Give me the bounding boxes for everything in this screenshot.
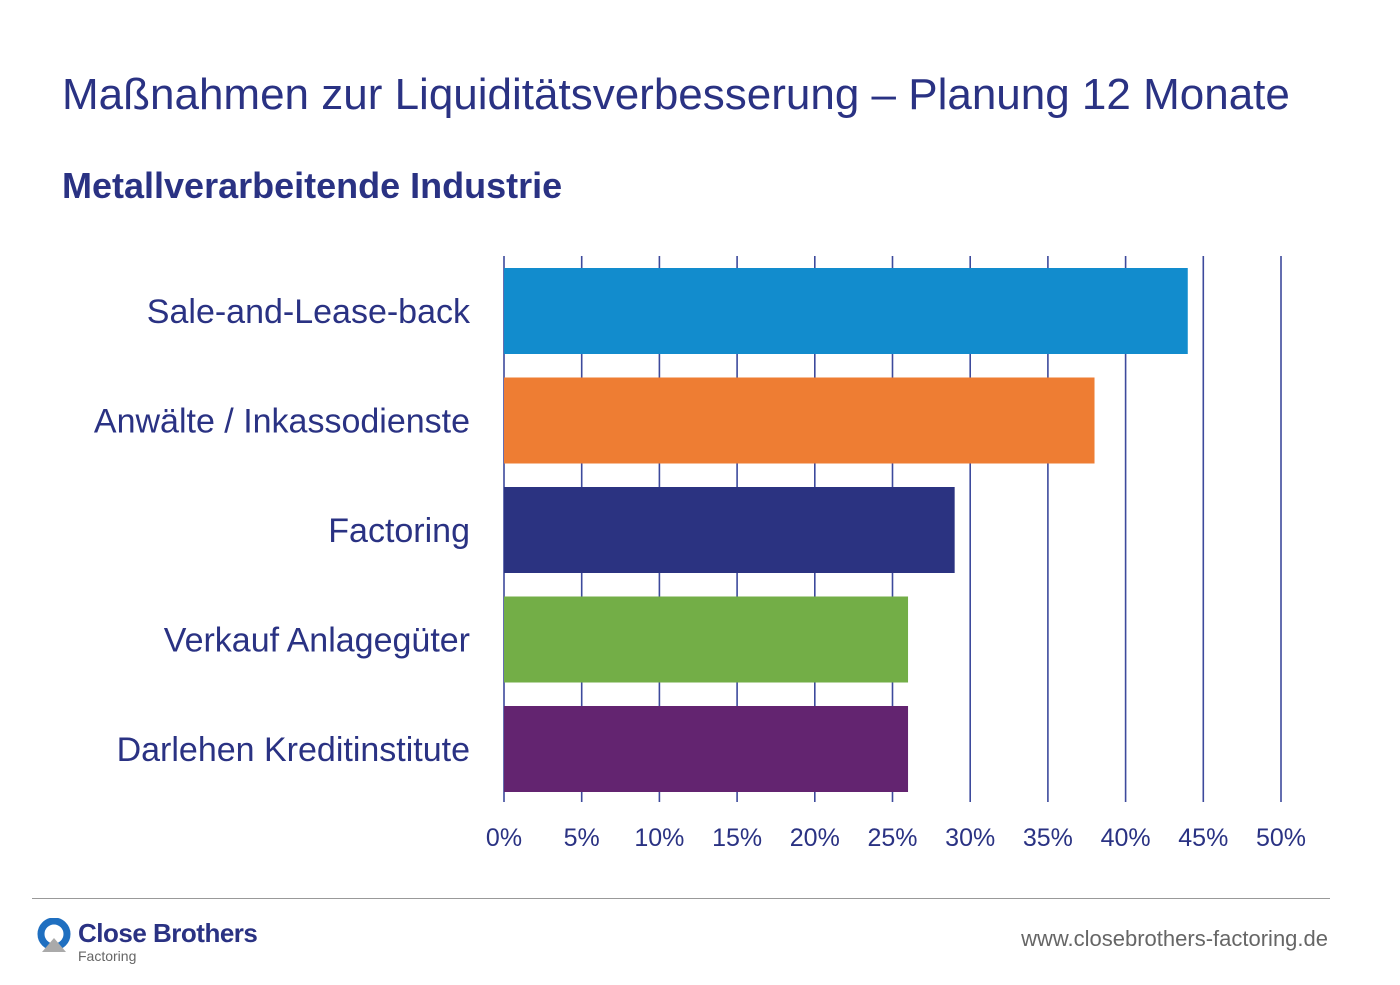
logo-icon	[37, 918, 71, 952]
x-tick-label: 25%	[867, 824, 917, 852]
x-tick-label: 30%	[945, 824, 995, 852]
x-tick-label: 0%	[486, 824, 522, 852]
category-label: Anwälte / Inkassodienste	[94, 403, 470, 441]
bar	[504, 706, 909, 792]
bar	[504, 487, 955, 573]
bar	[504, 377, 1095, 464]
x-tick-label: 5%	[564, 824, 600, 852]
footer-url[interactable]: www.closebrothers-factoring.de	[1021, 926, 1328, 951]
x-tick-label: 40%	[1101, 824, 1151, 852]
bar	[504, 596, 909, 683]
chart-subtitle: Metallverarbeitende Industrie	[62, 165, 563, 206]
x-tick-label: 45%	[1178, 824, 1228, 852]
x-tick-label: 10%	[634, 824, 684, 852]
bar	[504, 268, 1188, 354]
logo-sub: Factoring	[78, 948, 137, 964]
x-tick-label: 20%	[790, 824, 840, 852]
x-tick-label: 15%	[712, 824, 762, 852]
category-label: Sale-and-Lease-back	[147, 293, 471, 331]
category-label: Factoring	[328, 512, 470, 550]
x-tick-label: 50%	[1256, 824, 1306, 852]
chart-title: Maßnahmen zur Liquiditätsverbesserung – …	[62, 70, 1290, 119]
close-brothers-logo: Close Brothers Factoring	[36, 918, 276, 968]
logo-brand: Close Brothers	[78, 918, 258, 948]
x-tick-label: 35%	[1023, 824, 1073, 852]
category-label: Darlehen Kreditinstitute	[117, 731, 470, 769]
footer-divider	[32, 898, 1330, 899]
category-label: Verkauf Anlagegüter	[164, 622, 470, 660]
